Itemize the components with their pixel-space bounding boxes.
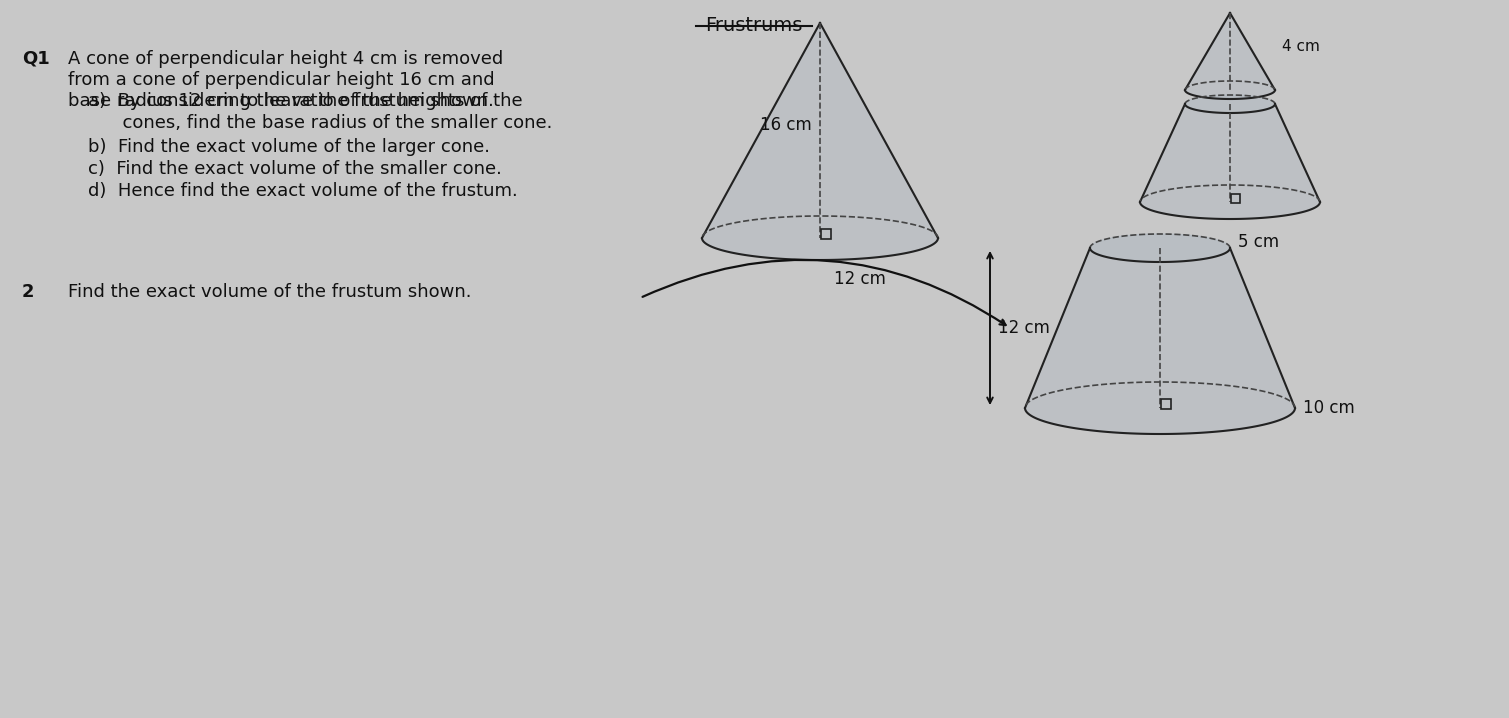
Text: Q1: Q1	[23, 50, 50, 68]
Polygon shape	[1185, 95, 1275, 113]
Bar	[1160, 399, 1171, 409]
Text: Frustrums: Frustrums	[705, 16, 803, 35]
Polygon shape	[1089, 234, 1230, 262]
Text: b)  Find the exact volume of the larger cone.: b) Find the exact volume of the larger c…	[88, 138, 490, 156]
Text: c)  Find the exact volume of the smaller cone.: c) Find the exact volume of the smaller …	[88, 160, 502, 178]
Polygon shape	[1185, 13, 1275, 99]
Bar	[1231, 194, 1240, 203]
Text: 12 cm: 12 cm	[997, 319, 1050, 337]
Bar	[821, 229, 831, 239]
Text: 12 cm: 12 cm	[834, 270, 886, 288]
Text: 16 cm: 16 cm	[761, 116, 812, 134]
Text: d)  Hence find the exact volume of the frustum.: d) Hence find the exact volume of the fr…	[88, 182, 518, 200]
Text: 2: 2	[23, 283, 35, 301]
Polygon shape	[1025, 248, 1295, 434]
Text: 4 cm: 4 cm	[1283, 39, 1320, 54]
Text: 5 cm: 5 cm	[1237, 233, 1280, 251]
Text: Find the exact volume of the frustum shown.: Find the exact volume of the frustum sho…	[68, 283, 471, 301]
Text: a)  By considering the ratio of the heights of the: a) By considering the ratio of the heigh…	[88, 92, 522, 110]
Polygon shape	[702, 23, 939, 260]
Text: base radius 12 cm to leave the frustum shown.: base radius 12 cm to leave the frustum s…	[68, 92, 493, 110]
Text: cones, find the base radius of the smaller cone.: cones, find the base radius of the small…	[88, 114, 552, 132]
Text: A cone of perpendicular height 4 cm is removed: A cone of perpendicular height 4 cm is r…	[68, 50, 502, 68]
Text: 10 cm: 10 cm	[1302, 399, 1355, 417]
Text: from a cone of perpendicular height 16 cm and: from a cone of perpendicular height 16 c…	[68, 71, 495, 89]
Polygon shape	[1139, 104, 1320, 219]
